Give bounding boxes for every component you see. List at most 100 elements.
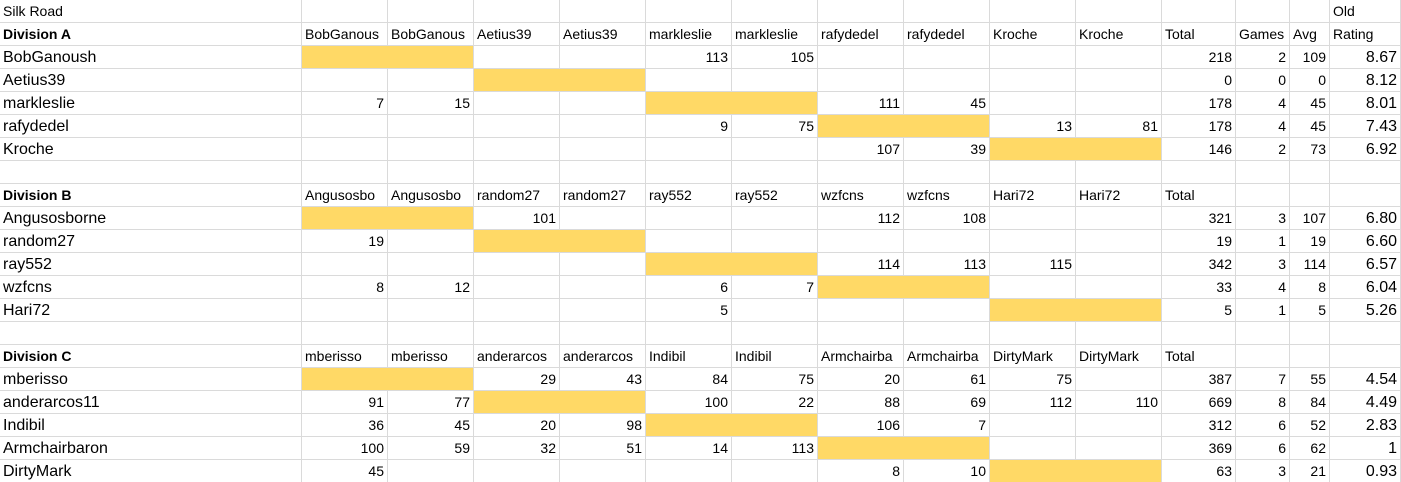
cell	[560, 115, 646, 138]
cell: 387	[1162, 368, 1236, 391]
cell	[560, 391, 646, 414]
cell: Kroche	[1076, 23, 1162, 46]
cell	[1236, 0, 1290, 23]
cell	[818, 46, 904, 69]
cell	[646, 0, 732, 23]
cell	[1236, 184, 1290, 207]
cell: 84	[646, 368, 732, 391]
row-label-cell: Kroche	[0, 138, 302, 161]
cell	[990, 460, 1076, 482]
cell: Kroche	[990, 23, 1076, 46]
cell: 75	[990, 368, 1076, 391]
cell	[560, 253, 646, 276]
cell: 115	[990, 253, 1076, 276]
cell: 45	[904, 92, 990, 115]
cell: ray552	[646, 184, 732, 207]
cell: 114	[818, 253, 904, 276]
cell: markleslie	[732, 23, 818, 46]
cell	[732, 69, 818, 92]
cell	[818, 115, 904, 138]
cell: 8.12	[1330, 69, 1401, 92]
cell	[302, 46, 388, 69]
row-label-cell: anderarcos11	[0, 391, 302, 414]
cell: 110	[1076, 391, 1162, 414]
cell: 2	[1236, 46, 1290, 69]
cell: Rating	[1330, 23, 1401, 46]
cell	[1290, 0, 1330, 23]
cell: 4	[1236, 115, 1290, 138]
cell: 107	[1290, 207, 1330, 230]
cell	[646, 161, 732, 184]
cell: 88	[818, 391, 904, 414]
cell	[732, 0, 818, 23]
cell	[1076, 138, 1162, 161]
cell: BobGanous	[302, 23, 388, 46]
cell	[1076, 299, 1162, 322]
cell	[646, 69, 732, 92]
cell	[1236, 322, 1290, 345]
row-label-cell	[0, 161, 302, 184]
cell	[990, 46, 1076, 69]
cell: ray552	[732, 184, 818, 207]
cell: 19	[1162, 230, 1236, 253]
cell	[388, 368, 474, 391]
cell: 111	[818, 92, 904, 115]
row-label-cell: rafydedel	[0, 115, 302, 138]
cell: 4	[1236, 276, 1290, 299]
cell: random27	[560, 184, 646, 207]
cell: 6	[1236, 437, 1290, 460]
cell	[1076, 460, 1162, 482]
cell: 59	[388, 437, 474, 460]
cell: 15	[388, 92, 474, 115]
cell: BobGanous	[388, 23, 474, 46]
cell	[1330, 345, 1401, 368]
cell	[560, 230, 646, 253]
cell	[388, 115, 474, 138]
cell: 342	[1162, 253, 1236, 276]
cell	[732, 414, 818, 437]
cell	[1290, 184, 1330, 207]
cell: Angusosbo	[302, 184, 388, 207]
cell	[904, 69, 990, 92]
cell: anderarcos	[474, 345, 560, 368]
cell	[732, 230, 818, 253]
cell	[732, 138, 818, 161]
cell: 8	[1290, 276, 1330, 299]
cell	[1290, 322, 1330, 345]
row-label-cell: DirtyMark	[0, 460, 302, 482]
cell: 0	[1236, 69, 1290, 92]
cell	[560, 460, 646, 482]
cell: 32	[474, 437, 560, 460]
cell: 62	[1290, 437, 1330, 460]
row-label-cell: Aetius39	[0, 69, 302, 92]
cell: 100	[646, 391, 732, 414]
cell	[904, 46, 990, 69]
cell: rafydedel	[904, 23, 990, 46]
cell	[474, 69, 560, 92]
cell: Old	[1330, 0, 1401, 23]
cell: 3	[1236, 253, 1290, 276]
cell	[990, 276, 1076, 299]
cell	[474, 230, 560, 253]
cell	[1076, 322, 1162, 345]
cell: Armchairba	[818, 345, 904, 368]
cell	[560, 276, 646, 299]
cell: 113	[732, 437, 818, 460]
row-label-cell	[0, 322, 302, 345]
cell: markleslie	[646, 23, 732, 46]
cell	[1076, 437, 1162, 460]
cell	[560, 322, 646, 345]
cell	[474, 276, 560, 299]
cell: 20	[818, 368, 904, 391]
cell	[1330, 184, 1401, 207]
cell: 5.26	[1330, 299, 1401, 322]
cell: Total	[1162, 184, 1236, 207]
cell	[990, 69, 1076, 92]
cell: 51	[560, 437, 646, 460]
cell	[388, 161, 474, 184]
cell: Aetius39	[560, 23, 646, 46]
cell	[302, 322, 388, 345]
cell: 45	[302, 460, 388, 482]
cell: rafydedel	[818, 23, 904, 46]
cell: random27	[474, 184, 560, 207]
